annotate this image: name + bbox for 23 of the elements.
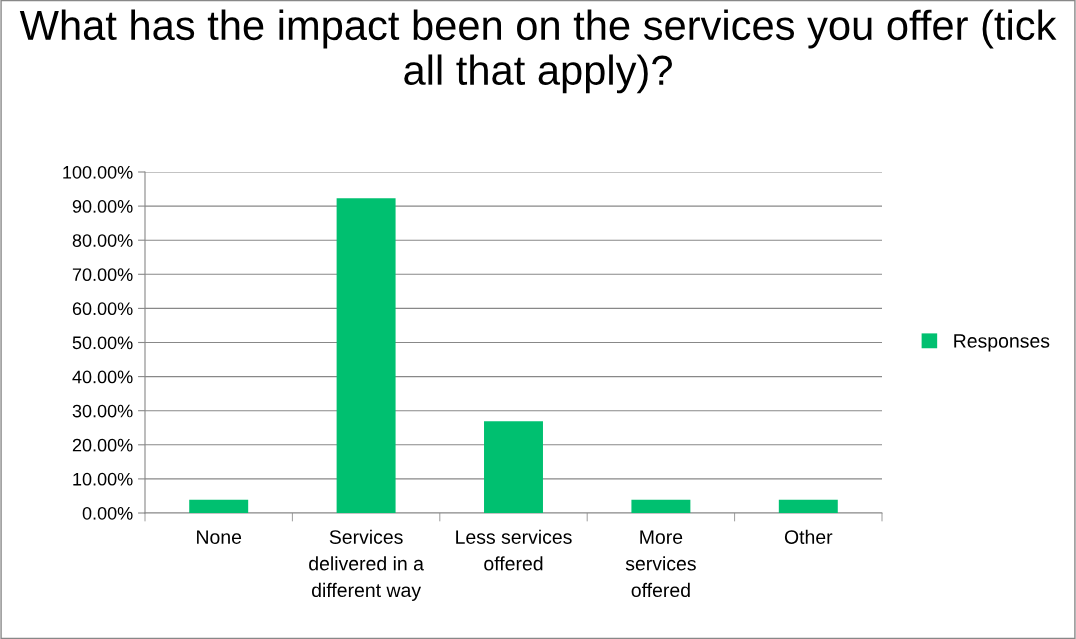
x-tick-label: Services delivered in a different way (309, 529, 424, 601)
bar (484, 421, 543, 513)
y-tick-label: 90.00% (72, 200, 133, 213)
x-tick-label: None (197, 530, 242, 544)
bar (778, 499, 838, 513)
y-tick-label: 40.00% (72, 370, 133, 384)
y-tick-label: 60.00% (72, 302, 133, 316)
y-tick-label: 20.00% (72, 438, 133, 452)
y-tick-label: 50.00% (72, 336, 133, 350)
y-tick-label: 30.00% (72, 404, 133, 418)
chart-title: What has the impact been on the services you offer (tick all that apply)? (19, 9, 1057, 94)
legend-label: Responses (954, 334, 1050, 352)
y-tick-label: 70.00% (72, 268, 133, 282)
bar (189, 499, 249, 513)
x-tick-label: Other (784, 529, 833, 544)
bar (336, 198, 396, 513)
y-tick-label: 10.00% (73, 472, 133, 486)
y-tick-label: 100.00% (63, 165, 133, 179)
y-tick-label: 80.00% (72, 234, 133, 247)
x-tick-label: Less services offered (456, 529, 572, 571)
x-tick-label: More services offered (625, 530, 696, 598)
bar (631, 499, 691, 513)
y-tick-label: 0.00% (82, 506, 133, 520)
